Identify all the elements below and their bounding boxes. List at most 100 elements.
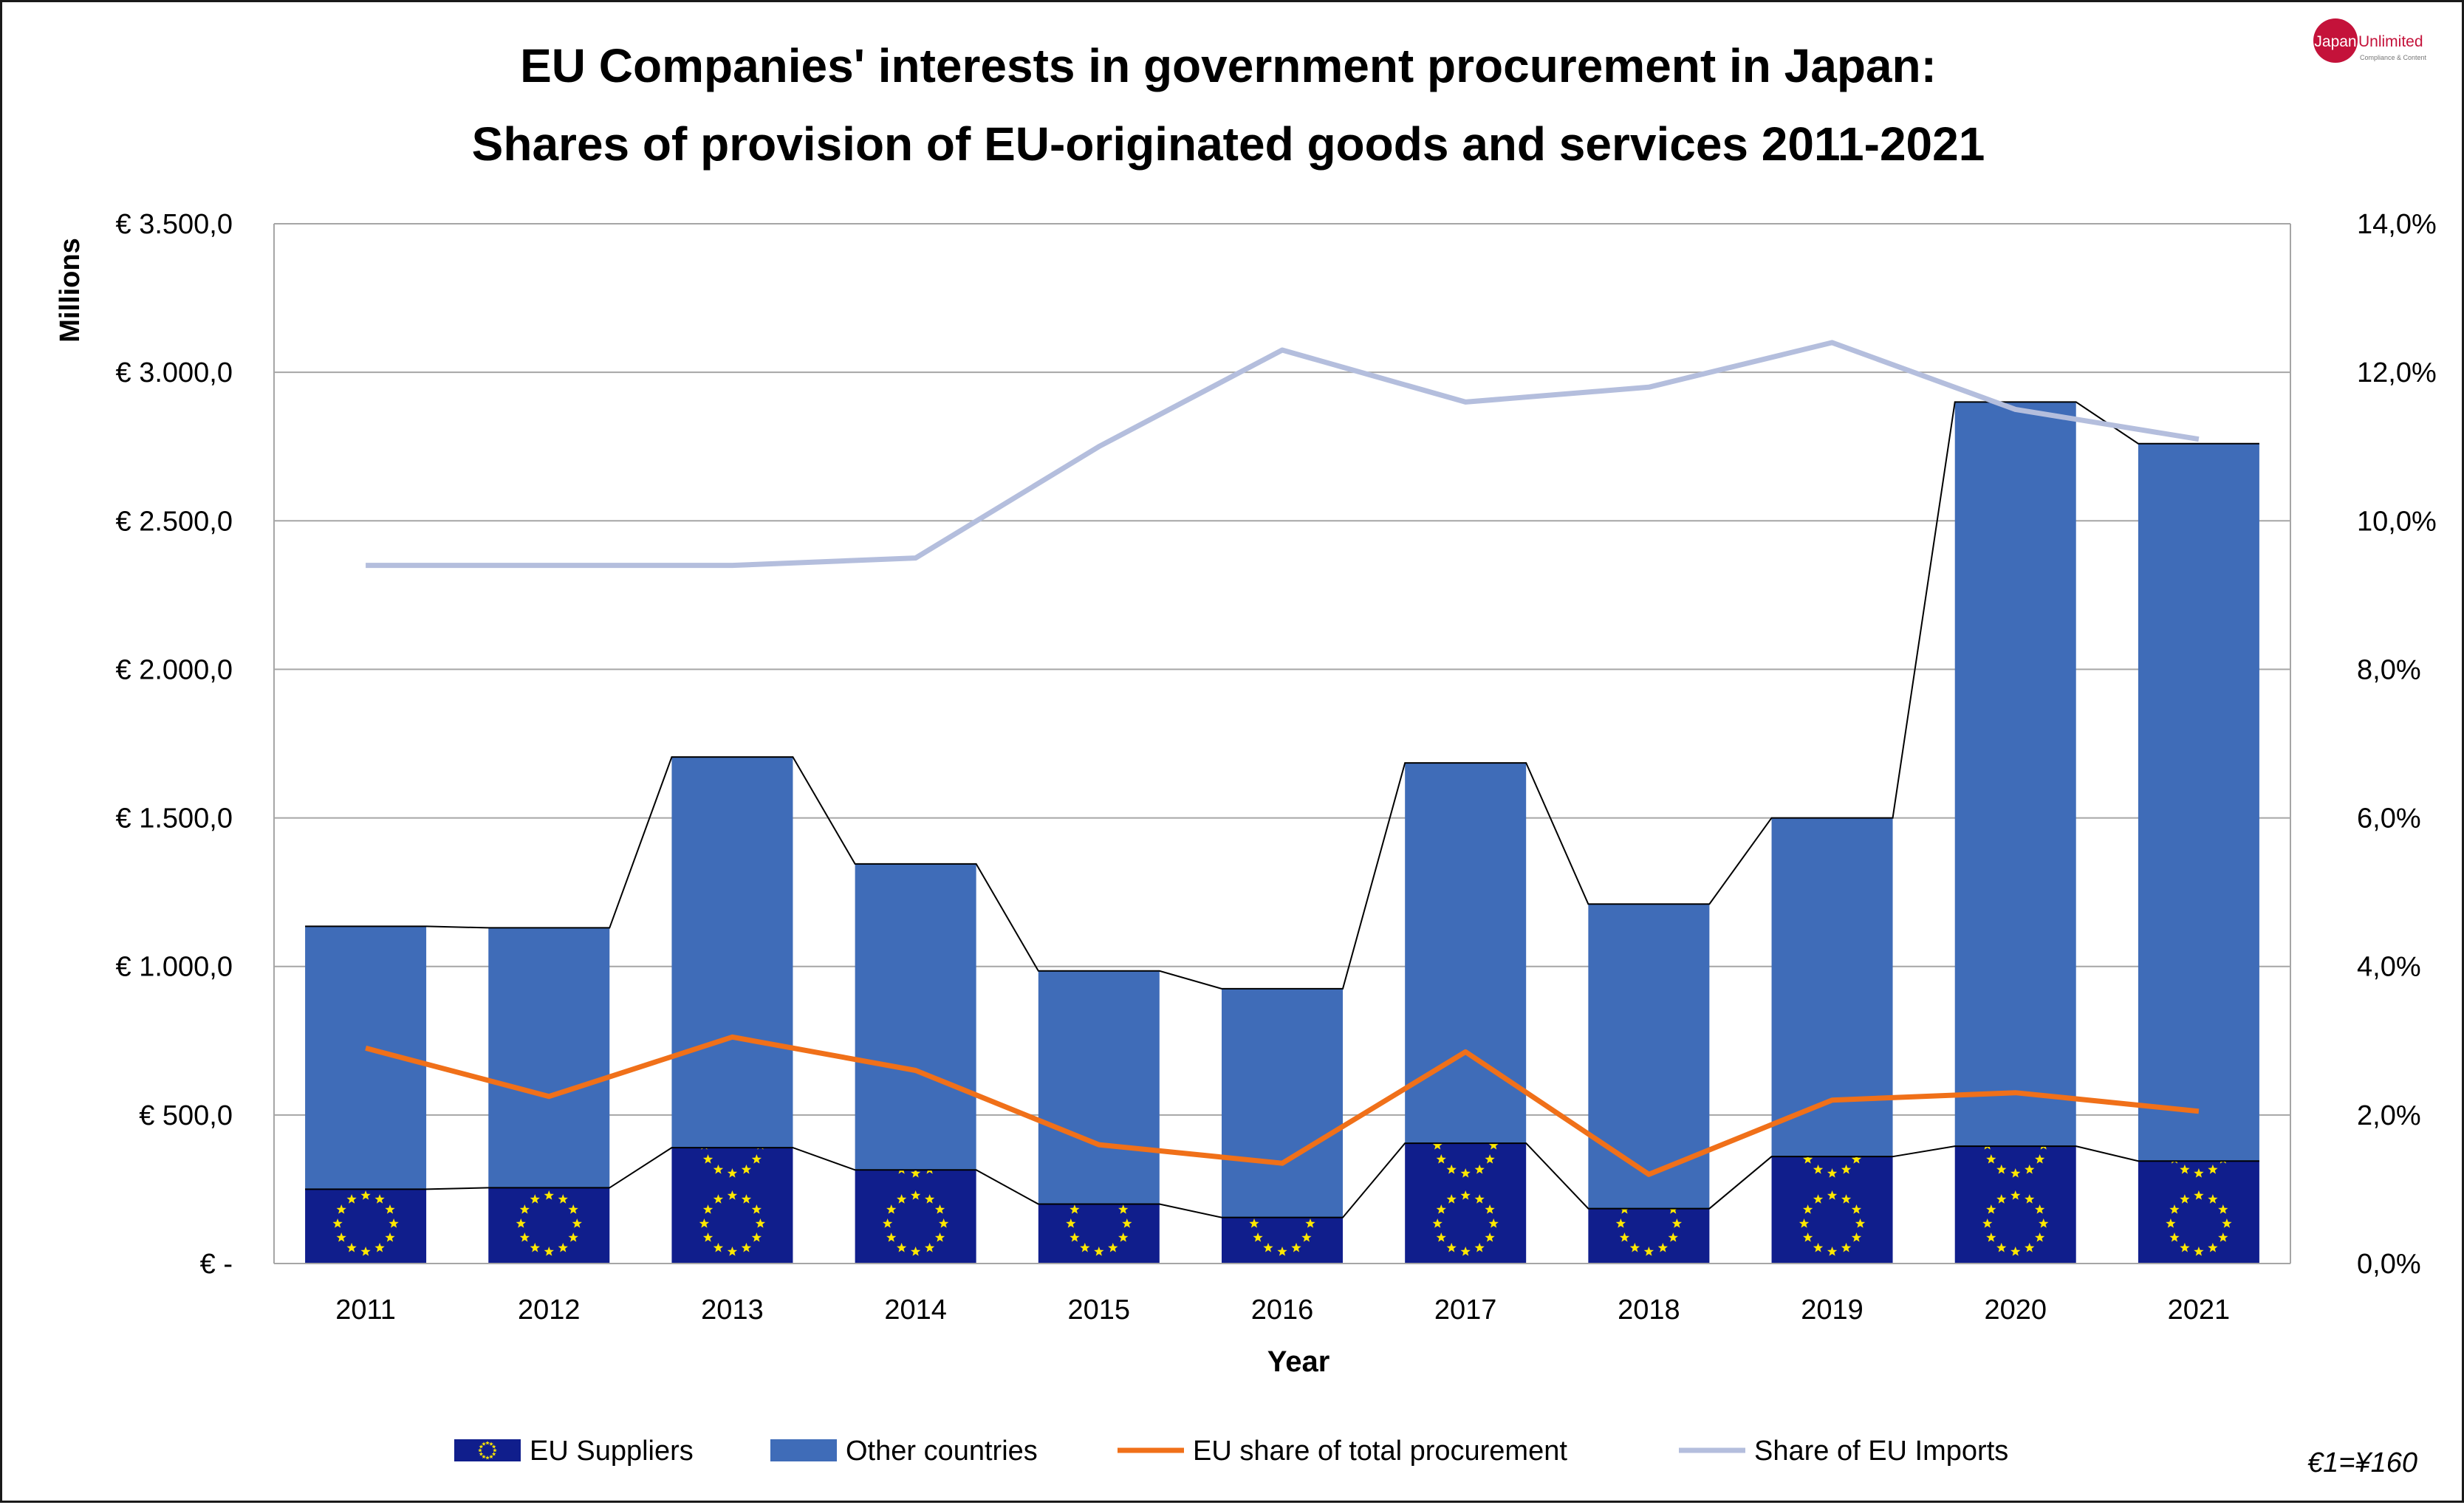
eu-star xyxy=(489,1454,493,1459)
eu-flag-stars-2012 xyxy=(516,1190,582,1256)
eu-flag-stars-2021 xyxy=(2166,1161,2232,1256)
eu-flag-stars-2014 xyxy=(882,1170,949,1256)
eu-star xyxy=(2180,1242,2190,1252)
eu-star xyxy=(713,1194,724,1204)
eu-star xyxy=(741,1194,752,1204)
eu-star xyxy=(360,1190,371,1200)
y-tick-label: € 3.500,0 xyxy=(116,209,233,240)
eu-star xyxy=(478,1448,482,1453)
eu-star xyxy=(1851,1233,1862,1242)
bar-other-countries-2018 xyxy=(1588,904,1710,1209)
eu-star-ring-lower xyxy=(1799,1190,1866,1256)
eu-star xyxy=(1070,1233,1080,1242)
legend-label-eu-suppliers: EU Suppliers xyxy=(530,1436,694,1467)
bar-eu-suppliers-2020 xyxy=(1954,1146,2076,1264)
eu-connector-line xyxy=(305,1142,2259,1218)
eu-star xyxy=(882,1218,893,1228)
line-share-of-eu-imports xyxy=(366,340,2200,569)
eu-flag-stars-2017 xyxy=(1432,1143,1499,1256)
eu-star xyxy=(482,1454,486,1459)
eu-star xyxy=(1813,1242,1824,1252)
y-tick-label: € 2.500,0 xyxy=(116,506,233,537)
eu-star xyxy=(702,1204,713,1214)
eu-star xyxy=(530,1194,540,1204)
eu-star xyxy=(1446,1194,1457,1204)
bar-other-countries-2014 xyxy=(855,863,976,1170)
chart-title-line1: EU Companies' interests in government pr… xyxy=(520,39,1937,92)
eu-star xyxy=(489,1441,493,1446)
legend-label-other-countries: Other countries xyxy=(846,1436,1038,1467)
eu-star xyxy=(727,1247,738,1256)
x-tick-label: 2013 xyxy=(701,1295,764,1326)
y-tick-label: € - xyxy=(200,1249,233,1280)
bar-other-countries-2017 xyxy=(1405,763,1527,1144)
eu-star-ring-lower xyxy=(516,1190,582,1256)
eu-star xyxy=(1841,1194,1852,1204)
eu-star xyxy=(385,1204,395,1214)
eu-star xyxy=(332,1218,343,1228)
eu-star xyxy=(2180,1194,2190,1204)
x-tick-label: 2019 xyxy=(1801,1295,1864,1326)
eu-star xyxy=(1277,1247,1287,1256)
eu-star xyxy=(2208,1164,2218,1174)
legend-eu-star-ring xyxy=(478,1441,497,1460)
eu-star xyxy=(2010,1168,2021,1178)
eu-star xyxy=(1122,1218,1132,1228)
eu-star xyxy=(755,1218,766,1228)
eu-star xyxy=(934,1204,945,1214)
eu-star xyxy=(1982,1218,1993,1228)
eu-star xyxy=(1485,1154,1495,1164)
eu-star xyxy=(1827,1168,1838,1178)
logo-word-unlimited: Unlimited xyxy=(2358,33,2423,50)
eu-star xyxy=(2208,1194,2218,1204)
bar-eu-suppliers-2015 xyxy=(1038,1204,1160,1264)
eu-star xyxy=(2194,1247,2204,1256)
bar-eu-suppliers-2013 xyxy=(671,1148,793,1264)
eu-star xyxy=(1253,1233,1263,1242)
eu-star-ring-lower xyxy=(1432,1190,1499,1256)
eu-star-ring-lower xyxy=(882,1190,949,1256)
eu-star-ring-lower xyxy=(2166,1190,2232,1256)
logo-word-japan: Japan xyxy=(2314,33,2356,50)
eu-star xyxy=(1080,1242,1090,1252)
eu-star xyxy=(1460,1247,1471,1256)
eu-star xyxy=(374,1194,385,1204)
eu-star xyxy=(896,1194,907,1204)
eu-flag-stars-2016 xyxy=(1249,1218,1315,1256)
eu-star xyxy=(713,1164,724,1174)
eu-star xyxy=(1657,1242,1669,1252)
legend-item-eu-suppliers: EU Suppliers xyxy=(454,1436,694,1467)
eu-star xyxy=(1851,1156,1862,1164)
x-tick-label: 2015 xyxy=(1068,1295,1131,1326)
eu-star xyxy=(1446,1242,1457,1252)
eu-star xyxy=(1432,1218,1443,1228)
y2-axis-ticks: 0,0% 2,0% 4,0% 6,0% 8,0% 10,0% 12,0% 14,0% xyxy=(2357,209,2437,1280)
eu-star-ring-lower xyxy=(1249,1218,1315,1256)
y2-tick-label: 10,0% xyxy=(2357,506,2437,537)
x-tick-label: 2018 xyxy=(1618,1295,1680,1326)
y-axis-title: Millions xyxy=(55,238,86,342)
total-connector-line xyxy=(305,401,2259,990)
eu-star xyxy=(926,1170,933,1174)
x-tick-label: 2020 xyxy=(1984,1295,2047,1326)
eu-star xyxy=(2218,1233,2228,1242)
bar-other-countries-2013 xyxy=(671,757,793,1148)
eu-star xyxy=(702,1154,713,1164)
eu-star xyxy=(1799,1218,1810,1228)
eu-star xyxy=(558,1242,568,1252)
eu-star xyxy=(2039,1218,2049,1228)
legend-swatch-other-countries xyxy=(770,1439,837,1461)
eu-star xyxy=(1263,1242,1273,1252)
eu-star xyxy=(389,1218,399,1228)
line-eu-share-of-total-procurement xyxy=(365,1034,2200,1177)
eu-star xyxy=(1485,1204,1495,1214)
eu-star xyxy=(924,1194,935,1204)
chart-title-line2: Shares of provision of EU-originated goo… xyxy=(472,117,1985,171)
eu-star-ring-upper xyxy=(898,1170,933,1178)
eu-star xyxy=(1460,1168,1471,1178)
eu-star xyxy=(568,1233,578,1242)
eu-flag-stars-2015 xyxy=(1066,1204,1132,1256)
eu-star xyxy=(898,1170,905,1174)
eu-star xyxy=(491,1452,496,1456)
